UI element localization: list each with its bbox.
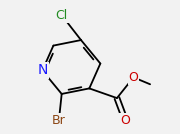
Text: Cl: Cl <box>56 9 68 22</box>
Text: Br: Br <box>52 114 66 127</box>
Text: N: N <box>37 64 48 77</box>
Text: O: O <box>129 71 138 84</box>
Text: O: O <box>120 114 130 127</box>
